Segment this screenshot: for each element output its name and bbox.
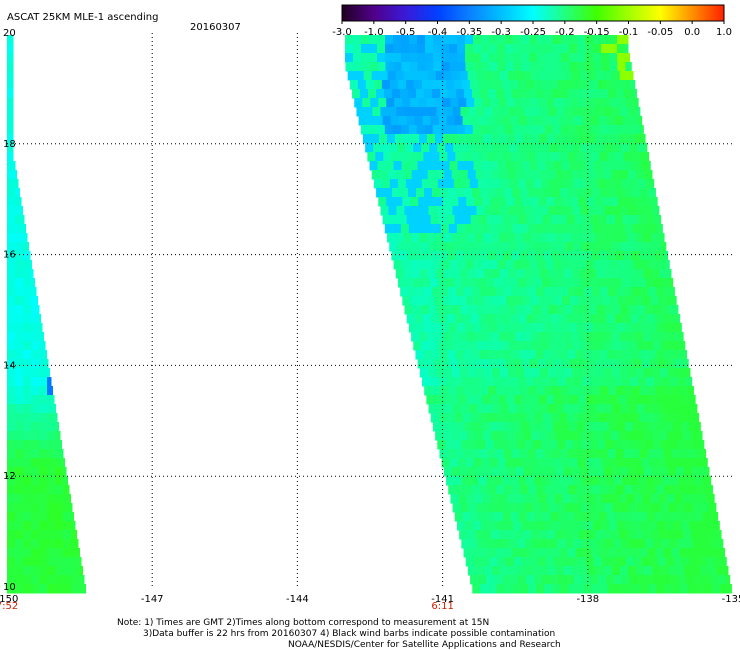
note-line-3: NOAA/NESDIS/Center for Satellite Applica… <box>288 640 561 650</box>
x-tick-label: -141 <box>431 594 454 605</box>
map-date: 20160307 <box>190 22 241 33</box>
swath-west <box>7 35 86 594</box>
x-tick-label: -144 <box>286 594 309 605</box>
x-tick-label: -135 <box>722 594 740 605</box>
colorbar: -3.0 -1.0 -0.5 -0.4 -0.35 -0.3 -0.25 -0.2 -0.15-… <box>332 4 732 38</box>
colorbar-label: -0.05 <box>647 27 673 38</box>
y-tick-label: 10 <box>3 582 16 593</box>
colorbar-label: -3.0 <box>332 27 352 38</box>
swath-east <box>345 35 732 594</box>
colorbar-label: -0.2 <box>555 27 575 38</box>
colorbar-label: -0.35 <box>456 27 482 38</box>
grid-layer <box>7 33 733 587</box>
y-tick-label: 12 <box>3 471 16 482</box>
colorbar-label: -0.1 <box>619 27 639 38</box>
colorbar-label: -0.3 <box>491 27 511 38</box>
map-title: ASCAT 25KM MLE-1 ascending <box>7 12 158 23</box>
colorbar-label: -0.5 <box>396 27 416 38</box>
note-line-1: Note: 1) Times are GMT 2)Times along bot… <box>117 618 489 628</box>
note-line-2: 3)Data buffer is 22 hrs from 20160307 4)… <box>143 629 555 639</box>
colorbar-label: -0.25 <box>520 27 546 38</box>
time-label: 6:11 <box>431 601 453 612</box>
axis-layer: 20 18 16 14 12 10-150 -147 -144 -141 -138 -135 7:52… <box>0 28 740 612</box>
colorbar-label: -1.0 <box>364 27 384 38</box>
y-tick-label: 14 <box>3 360 16 371</box>
y-tick-label: 20 <box>3 28 16 39</box>
x-tick-label: -147 <box>141 594 164 605</box>
colorbar-label: 1.0 <box>716 27 732 38</box>
colorbar-label: -0.4 <box>428 27 448 38</box>
x-tick-label: -150 <box>0 594 18 605</box>
colorbar-label: 0.0 <box>684 27 700 38</box>
y-tick-label: 16 <box>3 250 16 261</box>
swath-layer <box>7 35 732 594</box>
colorbar-gradient <box>341 4 725 22</box>
colorbar-label: -0.15 <box>584 27 610 38</box>
time-label: 7:52 <box>0 601 18 612</box>
y-tick-label: 18 <box>3 139 16 150</box>
x-tick-label: -138 <box>576 594 599 605</box>
